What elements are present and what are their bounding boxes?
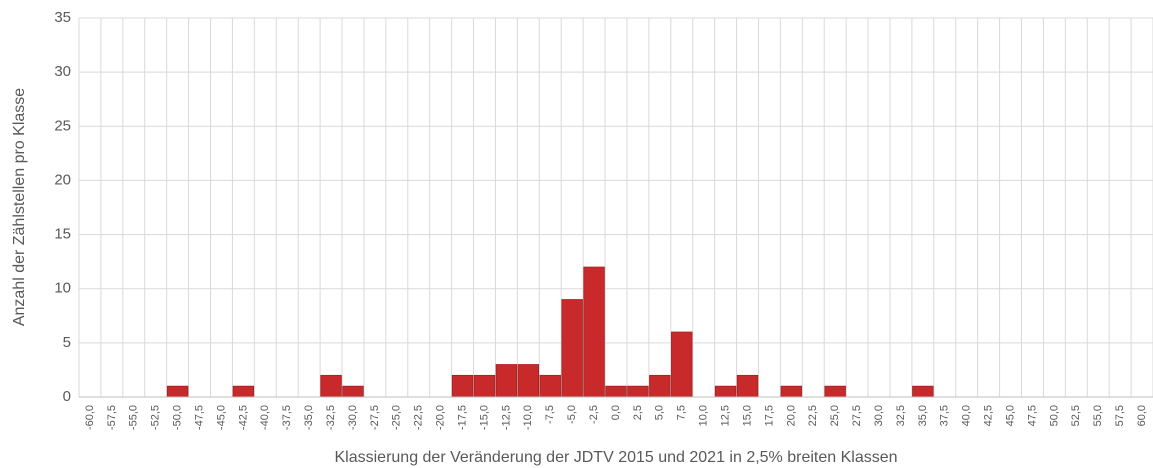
x-tick-label: 25,0 bbox=[829, 405, 841, 426]
y-tick-label: 5 bbox=[63, 334, 71, 351]
x-tick-label: -22,5 bbox=[413, 405, 425, 430]
y-tick-label: 10 bbox=[54, 280, 71, 297]
bar bbox=[627, 385, 649, 398]
x-tick-label: -7,5 bbox=[544, 405, 556, 424]
x-tick-label: 50,0 bbox=[1048, 405, 1060, 426]
y-tick-label: 15 bbox=[54, 226, 71, 243]
x-tick-label: -5,0 bbox=[566, 405, 578, 424]
bar bbox=[517, 364, 540, 398]
y-tick-label: 35 bbox=[54, 9, 71, 26]
x-tick-label: 40,0 bbox=[961, 405, 973, 426]
x-tick-label: -12,5 bbox=[500, 405, 512, 430]
x-tick-label: -2,5 bbox=[588, 405, 600, 424]
bar bbox=[605, 385, 627, 398]
x-tick-label: -45,0 bbox=[215, 405, 227, 430]
bar bbox=[342, 385, 364, 398]
x-tick-label: -55,0 bbox=[128, 405, 140, 430]
y-tick-label: 30 bbox=[54, 63, 71, 80]
bar bbox=[912, 385, 934, 398]
x-tick-label: 27,5 bbox=[851, 405, 863, 426]
y-tick-label: 20 bbox=[54, 171, 71, 188]
bar bbox=[232, 385, 255, 398]
x-tick-label: 47,5 bbox=[1026, 405, 1038, 426]
x-tick-label: 20,0 bbox=[785, 405, 797, 426]
x-tick-label: 52,5 bbox=[1070, 405, 1082, 426]
x-tick-label: 15,0 bbox=[741, 405, 753, 426]
x-tick-label: 42,5 bbox=[983, 405, 995, 426]
x-tick-label: 35,0 bbox=[917, 405, 929, 426]
bar bbox=[451, 374, 474, 398]
x-axis-title: Klassierung der Veränderung der JDTV 201… bbox=[334, 449, 897, 466]
x-tick-label: -27,5 bbox=[369, 405, 381, 430]
bar bbox=[320, 374, 342, 398]
x-tick-label: 37,5 bbox=[939, 405, 951, 426]
x-tick-label: -35,0 bbox=[303, 405, 315, 430]
bar bbox=[671, 331, 693, 398]
x-tick-label: -50,0 bbox=[172, 405, 184, 430]
x-tick-label: 12,5 bbox=[719, 405, 731, 426]
x-tick-label: -32,5 bbox=[325, 405, 337, 430]
x-tick-label: 57,5 bbox=[1114, 405, 1126, 426]
x-tick-label: -47,5 bbox=[193, 405, 205, 430]
x-tick-label: 30,0 bbox=[873, 405, 885, 426]
x-tick-label: -10,0 bbox=[522, 405, 534, 430]
bar bbox=[166, 385, 189, 398]
x-tick-label: -37,5 bbox=[281, 405, 293, 430]
y-axis-title: Anzahl der Zählstellen pro Klasse bbox=[11, 88, 28, 326]
x-tick-label: 2,5 bbox=[632, 405, 644, 420]
x-tick-label: 17,5 bbox=[763, 405, 775, 426]
x-tick-label: -60,0 bbox=[84, 405, 96, 430]
bar bbox=[714, 385, 737, 398]
x-tick-label: -52,5 bbox=[150, 405, 162, 430]
x-tick-label: 55,0 bbox=[1092, 405, 1104, 426]
bar bbox=[736, 374, 759, 398]
x-tick-label: -42,5 bbox=[237, 405, 249, 430]
y-tick-label: 25 bbox=[54, 117, 71, 134]
bar bbox=[561, 299, 583, 398]
x-tick-label: -20,0 bbox=[435, 405, 447, 430]
bar bbox=[583, 266, 605, 398]
x-tick-label: -40,0 bbox=[259, 405, 271, 430]
x-tick-label: 0,0 bbox=[610, 405, 622, 420]
bar bbox=[539, 374, 561, 398]
x-tick-label: -30,0 bbox=[347, 405, 359, 430]
x-tick-label: 7,5 bbox=[676, 405, 688, 420]
x-tick-label: 10,0 bbox=[698, 405, 710, 426]
bar bbox=[780, 385, 803, 398]
x-tick-label: 5,0 bbox=[654, 405, 666, 420]
x-tick-label: -17,5 bbox=[456, 405, 468, 430]
x-tick-label: 45,0 bbox=[1004, 405, 1016, 426]
bar bbox=[495, 364, 518, 398]
x-tick-label: -57,5 bbox=[106, 405, 118, 430]
bar bbox=[473, 374, 496, 398]
x-tick-label: -25,0 bbox=[391, 405, 403, 430]
x-tick-label: -15,0 bbox=[478, 405, 490, 430]
bar bbox=[649, 374, 671, 398]
y-tick-label: 0 bbox=[63, 388, 71, 405]
x-tick-label: 32,5 bbox=[895, 405, 907, 426]
bar bbox=[824, 385, 846, 398]
x-tick-label: 60,0 bbox=[1136, 405, 1148, 426]
x-tick-label: 22,5 bbox=[807, 405, 819, 426]
